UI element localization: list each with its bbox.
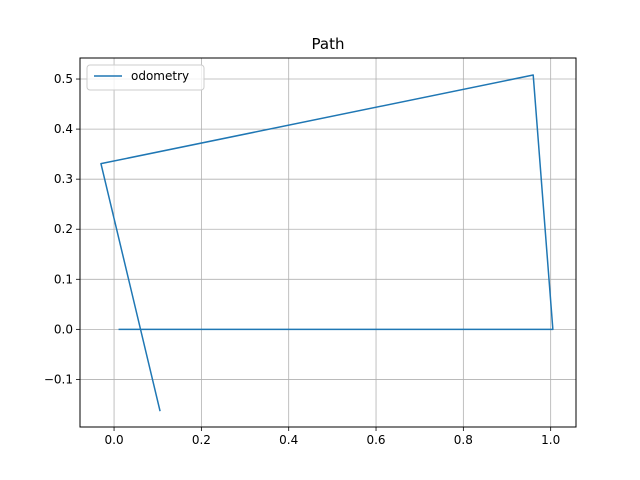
x-tick-label: 0.4 [279, 433, 298, 447]
x-tick-label: 0.8 [454, 433, 473, 447]
y-tick-label: 0.1 [54, 272, 73, 286]
y-tick-label: 0.2 [54, 222, 73, 236]
series-line-odometry [100, 74, 554, 412]
x-tick-label: 0.0 [105, 433, 124, 447]
x-tick-label: 0.6 [366, 433, 385, 447]
legend-label-odometry: odometry [131, 69, 189, 83]
y-tick-label: 0.0 [54, 322, 73, 336]
ticks: 0.0 0.2 0.4 0.6 0.8 1.0 −0.1 0.0 0.1 0.2 0.3 0.4 0.5 [44, 72, 560, 447]
x-tick-label: 1.0 [541, 433, 560, 447]
legend: odometry [86, 64, 205, 91]
y-tick-label: 0.3 [54, 172, 73, 186]
y-tick-label: 0.5 [54, 72, 73, 86]
y-tick-label: −0.1 [44, 372, 73, 386]
x-tick-label: 0.2 [192, 433, 211, 447]
legend-box [86, 64, 205, 91]
series-layer [100, 74, 554, 412]
chart-title: Path [312, 35, 345, 53]
y-tick-label: 0.4 [54, 122, 73, 136]
axes-frame [79, 57, 577, 428]
